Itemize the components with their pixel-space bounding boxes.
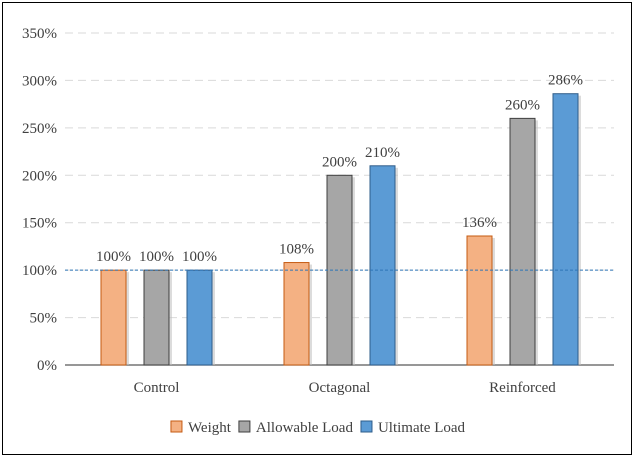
legend-label: Ultimate Load: [378, 420, 466, 436]
bar: [509, 117, 536, 366]
data-label: 100%: [182, 249, 217, 265]
data-label: 136%: [462, 215, 497, 231]
legend-label: Allowable Load: [256, 420, 354, 436]
bar: [143, 269, 170, 366]
y-tick-label: 300%: [22, 73, 57, 89]
y-tick-label: 250%: [22, 121, 57, 137]
legend-swatch: [238, 420, 251, 433]
x-tick-label: Reinforced: [489, 380, 556, 396]
bar: [369, 165, 396, 366]
bar: [186, 269, 213, 366]
data-label: 210%: [365, 145, 400, 161]
y-tick-label: 100%: [22, 263, 57, 279]
data-label: 108%: [279, 242, 314, 258]
legend-label: Weight: [188, 420, 232, 436]
y-tick-label: 150%: [22, 216, 57, 232]
y-tick-label: 200%: [22, 168, 57, 184]
data-label: 100%: [139, 249, 174, 265]
y-tick-label: 0%: [37, 358, 57, 374]
data-label: 200%: [322, 154, 357, 170]
y-tick-label: 350%: [22, 26, 57, 42]
data-label: 260%: [505, 97, 540, 113]
data-label: 286%: [548, 73, 583, 89]
x-tick-label: Control: [134, 380, 180, 396]
bar: [283, 262, 310, 366]
bar: [466, 235, 493, 366]
legend-swatch: [170, 420, 183, 433]
bar: [552, 93, 579, 366]
bar: [100, 269, 127, 366]
legend-swatch: [360, 420, 373, 433]
x-tick-label: Octagonal: [309, 380, 371, 396]
data-label: 100%: [96, 249, 131, 265]
y-tick-label: 50%: [30, 311, 58, 327]
